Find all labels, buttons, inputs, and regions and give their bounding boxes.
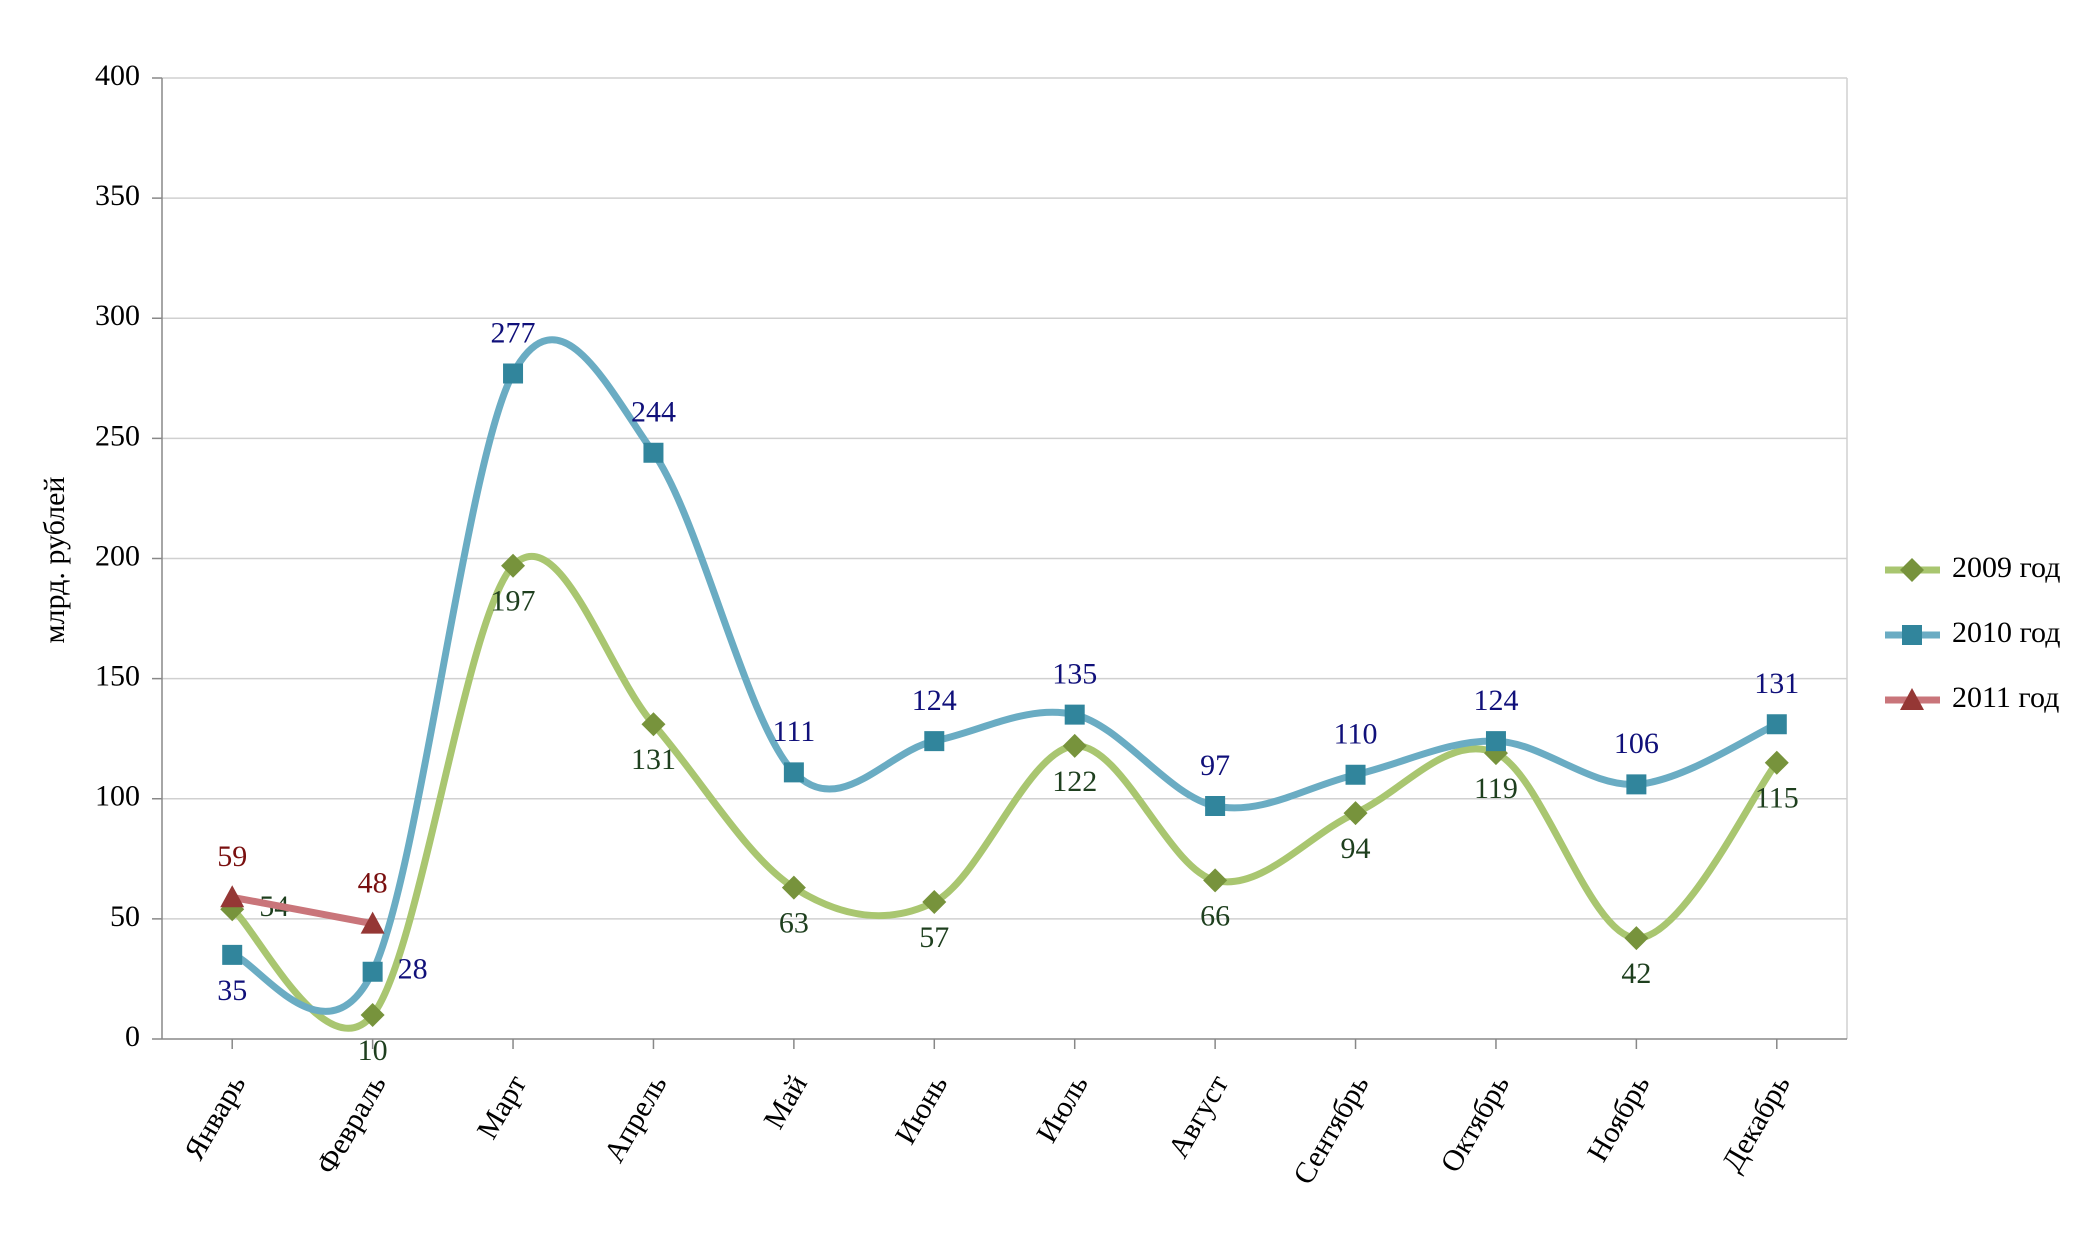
x-tick-label: Октябрь	[1434, 1069, 1516, 1178]
data-label: 124	[1473, 684, 1518, 717]
x-tick-label: Июнь	[889, 1069, 954, 1149]
data-label: 59	[217, 840, 247, 873]
marker	[922, 890, 947, 915]
y-tick-label: 50	[110, 900, 140, 933]
marker	[1764, 750, 1789, 775]
series-line	[228, 336, 1781, 1015]
marker	[924, 731, 945, 752]
x-tick-label: Ноябрь	[1581, 1069, 1657, 1167]
x-tick-label: Апрель	[598, 1069, 674, 1168]
x-tick-label: Февраль	[310, 1069, 393, 1179]
data-label: 63	[779, 907, 809, 940]
data-label: 197	[491, 585, 536, 618]
data-label: 97	[1200, 749, 1230, 782]
x-tick-label: Декабрь	[1715, 1069, 1796, 1177]
legend-label: 2010 год	[1952, 616, 2060, 649]
marker	[360, 911, 385, 934]
legend-label: 2009 год	[1952, 551, 2060, 584]
data-label: 111	[772, 715, 815, 748]
y-tick-label: 0	[125, 1020, 140, 1053]
y-tick-label: 350	[95, 179, 140, 212]
x-tick-label: Март	[471, 1069, 533, 1144]
marker	[1062, 733, 1087, 758]
marker	[360, 1002, 385, 1027]
y-tick-label: 300	[95, 299, 140, 332]
data-label: 10	[358, 1034, 388, 1067]
marker	[222, 944, 243, 965]
x-tick-label: Январь	[178, 1069, 253, 1165]
y-tick-label: 150	[95, 660, 140, 693]
data-label: 48	[358, 867, 388, 900]
x-tick-label: Май	[757, 1069, 814, 1134]
x-tick-label: Сентябрь	[1287, 1069, 1376, 1190]
y-axis-label: млрд. рублей	[38, 477, 71, 644]
marker	[1766, 714, 1787, 735]
data-label: 110	[1334, 718, 1378, 751]
marker	[783, 762, 804, 783]
marker	[501, 553, 526, 578]
marker	[1624, 926, 1649, 951]
marker	[641, 712, 666, 737]
data-label: 124	[912, 684, 957, 717]
y-tick-label: 400	[95, 59, 140, 92]
data-label: 122	[1052, 765, 1097, 798]
series-line	[228, 553, 1781, 1032]
marker	[643, 442, 664, 463]
x-tick-label: Август	[1162, 1069, 1235, 1163]
marker	[220, 885, 245, 908]
data-label: 106	[1614, 727, 1659, 760]
data-label: 42	[1621, 957, 1651, 990]
data-label: 131	[1754, 667, 1799, 700]
marker	[1343, 801, 1368, 826]
data-label: 115	[1755, 782, 1799, 815]
data-label: 131	[631, 743, 676, 776]
data-label: 57	[919, 921, 949, 954]
data-label: 94	[1341, 832, 1371, 865]
marker	[1485, 731, 1506, 752]
data-label: 66	[1200, 899, 1230, 932]
marker	[1626, 774, 1647, 795]
series-line	[228, 893, 377, 928]
marker	[1064, 704, 1085, 725]
marker	[362, 961, 383, 982]
x-tick-label: Июль	[1030, 1069, 1095, 1148]
marker	[1345, 764, 1366, 785]
data-label: 28	[398, 953, 428, 986]
y-tick-label: 200	[95, 539, 140, 572]
data-label: 119	[1474, 772, 1518, 805]
marker	[1205, 795, 1226, 816]
legend-label: 2011 год	[1952, 681, 2059, 714]
y-tick-label: 250	[95, 419, 140, 452]
marker	[1900, 688, 1924, 710]
data-label: 135	[1052, 658, 1097, 691]
marker	[781, 875, 806, 900]
marker	[1203, 868, 1228, 893]
marker	[503, 363, 524, 384]
marker	[1902, 625, 1922, 645]
data-label: 35	[217, 974, 247, 1007]
data-label: 244	[631, 396, 676, 429]
data-label: 277	[491, 316, 536, 349]
y-tick-label: 100	[95, 780, 140, 813]
marker	[1900, 558, 1924, 582]
